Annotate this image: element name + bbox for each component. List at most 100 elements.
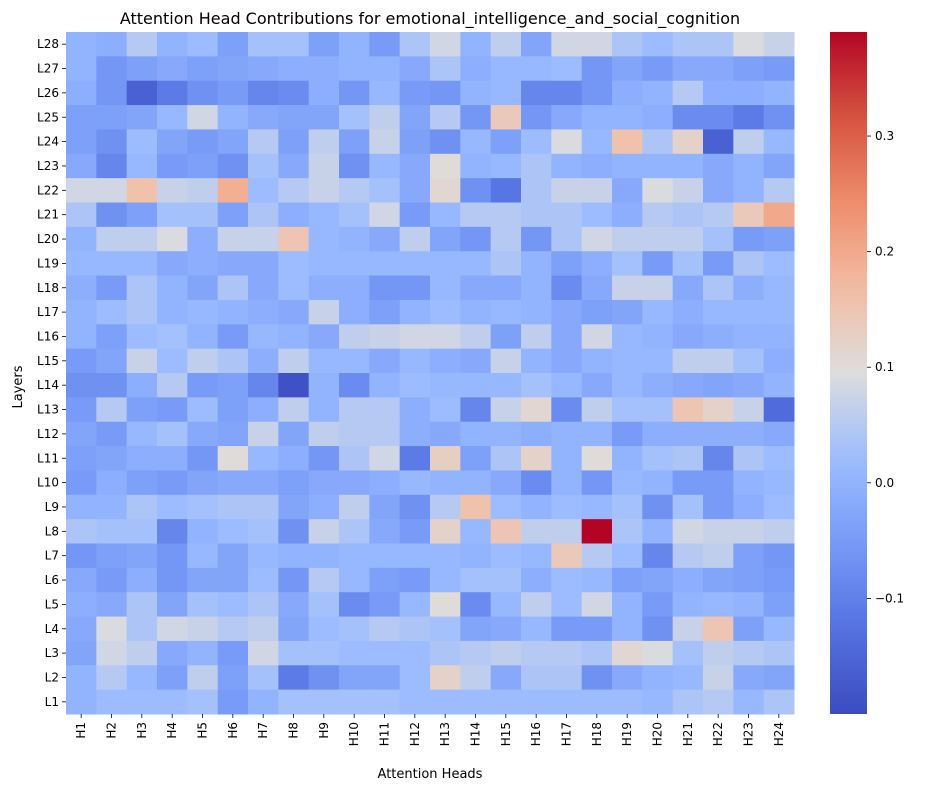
heatmap-cell [763, 640, 795, 666]
heatmap-cell [642, 543, 674, 569]
x-tick-label: H17 [560, 722, 574, 746]
heatmap-cell [551, 373, 583, 398]
heatmap-cell [248, 592, 279, 618]
heatmap-cell [521, 275, 552, 301]
heatmap-cell [339, 373, 370, 398]
heatmap-cell [430, 105, 461, 130]
heatmap-cell [187, 446, 219, 471]
heatmap-cell [733, 251, 765, 277]
heatmap-cell [551, 226, 583, 252]
heatmap-cell [521, 494, 552, 520]
heatmap-cell [157, 178, 188, 203]
heatmap-cell [66, 324, 97, 350]
heatmap-cell [521, 105, 552, 130]
heatmap-cell [308, 421, 340, 447]
heatmap-cell [521, 324, 552, 350]
heatmap-cell [96, 251, 128, 277]
x-tick-label: H21 [681, 722, 695, 746]
heatmap-cell [612, 348, 643, 374]
heatmap-cell [763, 56, 795, 82]
heatmap-cell [460, 397, 492, 423]
heatmap-cell [399, 689, 431, 715]
heatmap-cell [672, 543, 704, 569]
heatmap-cell [248, 178, 279, 203]
heatmap-cell [460, 105, 492, 130]
heatmap-cell [763, 689, 795, 715]
x-tick-label: H15 [499, 722, 513, 746]
heatmap-cell [308, 665, 340, 691]
heatmap-cell [217, 397, 249, 423]
chart-title: Attention Head Contributions for emotion… [120, 9, 740, 29]
heatmap-cell [369, 324, 401, 350]
heatmap-cell [672, 592, 704, 618]
heatmap-cell [430, 373, 461, 398]
heatmap-cell [490, 202, 522, 228]
heatmap-cell [278, 80, 310, 106]
heatmap-cell [278, 616, 310, 642]
heatmap-cell [581, 494, 613, 520]
heatmap-cell [703, 640, 734, 666]
heatmap-cell [672, 178, 704, 203]
heatmap-cell [369, 348, 401, 374]
heatmap-cell [733, 129, 765, 155]
heatmap-cell [460, 80, 492, 106]
heatmap-cell [733, 299, 765, 325]
heatmap-cell [278, 299, 310, 325]
heatmap-cell [612, 178, 643, 203]
heatmap-cell [460, 470, 492, 496]
heatmap-cell [278, 665, 310, 691]
heatmap-cell [187, 348, 219, 374]
heatmap-cell [308, 567, 340, 593]
heatmap-cell [763, 665, 795, 691]
heatmap-cell [521, 665, 552, 691]
heatmap-cell [430, 153, 461, 179]
heatmap-cell [551, 665, 583, 691]
heatmap-cell [763, 299, 795, 325]
heatmap-cell [217, 299, 249, 325]
heatmap-cell [460, 689, 492, 715]
heatmap-cell [157, 299, 188, 325]
heatmap-cell [490, 519, 522, 544]
heatmap-cell [66, 665, 97, 691]
heatmap-cell [672, 373, 704, 398]
heatmap-cell [612, 32, 643, 57]
heatmap-cell [126, 299, 158, 325]
heatmap-cell [763, 446, 795, 471]
heatmap-cell [96, 153, 128, 179]
x-tick-label: H23 [742, 722, 756, 746]
heatmap-cell [278, 348, 310, 374]
heatmap-cell [763, 275, 795, 301]
heatmap-cell [157, 251, 188, 277]
heatmap-cell [703, 226, 734, 252]
heatmap-cell [490, 56, 522, 82]
heatmap-cell [521, 640, 552, 666]
heatmap-cell [126, 519, 158, 544]
heatmap-cell [581, 373, 613, 398]
x-axis-label: Attention Heads [378, 767, 483, 782]
heatmap-cell [703, 56, 734, 82]
heatmap-cell [733, 178, 765, 203]
y-tick-label: L19 [37, 256, 59, 270]
heatmap-cell [339, 543, 370, 569]
y-tick-label: L22 [37, 183, 59, 197]
heatmap-cell [308, 689, 340, 715]
heatmap-cell [369, 373, 401, 398]
heatmap-cell [96, 178, 128, 203]
heatmap-cell [430, 592, 461, 618]
heatmap-cell [308, 616, 340, 642]
heatmap-cell [521, 446, 552, 471]
heatmap-cell [763, 105, 795, 130]
heatmap-cell [460, 56, 492, 82]
heatmap-cell [612, 129, 643, 155]
heatmap-cell [278, 689, 310, 715]
heatmap-cell [490, 251, 522, 277]
heatmap-cell [66, 421, 97, 447]
heatmap-cell [278, 129, 310, 155]
heatmap-cell [157, 543, 188, 569]
heatmap-cell [399, 446, 431, 471]
heatmap-cell [339, 470, 370, 496]
heatmap-cell [521, 470, 552, 496]
heatmap-cell [157, 226, 188, 252]
heatmap-cell [430, 324, 461, 350]
